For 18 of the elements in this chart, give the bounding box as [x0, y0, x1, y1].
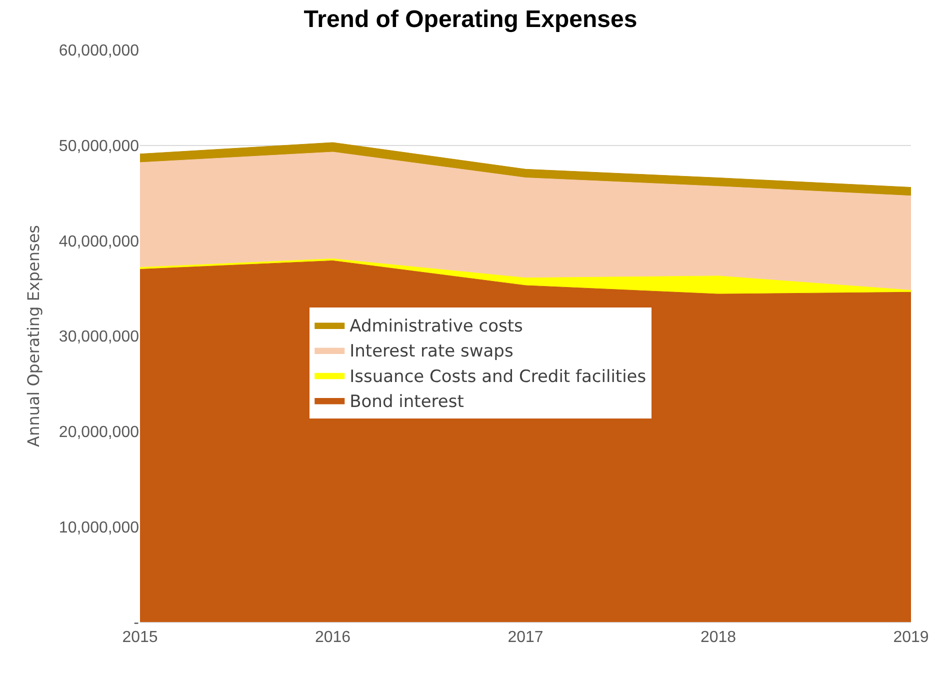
x-tick-label: 2015 — [122, 629, 158, 646]
x-tick-label: 2017 — [508, 629, 544, 646]
y-axis-title: Annual Operating Expenses — [24, 224, 43, 448]
y-tick-label: 40,000,000 — [58, 233, 140, 250]
legend-label: Administrative costs — [350, 316, 524, 337]
y-tick-label: 30,000,000 — [58, 328, 140, 346]
x-tick-label: 2018 — [700, 629, 736, 646]
legend-label: Issuance Costs and Credit facilities — [350, 366, 646, 387]
legend-label: Interest rate swaps — [350, 342, 514, 362]
x-tick-label: 2019 — [893, 629, 929, 646]
y-tick-label: - — [134, 614, 139, 632]
y-tick-label: 20,000,000 — [58, 424, 140, 441]
legend-label: Bond interest — [350, 392, 464, 412]
y-tick-label: 60,000,000 — [58, 42, 140, 60]
y-tick-label: 10,000,000 — [58, 519, 140, 536]
chart-title: Trend of Operating Expenses — [304, 6, 638, 34]
x-tick-label: 2016 — [314, 629, 351, 646]
y-tick-label: 50,000,000 — [58, 138, 140, 155]
